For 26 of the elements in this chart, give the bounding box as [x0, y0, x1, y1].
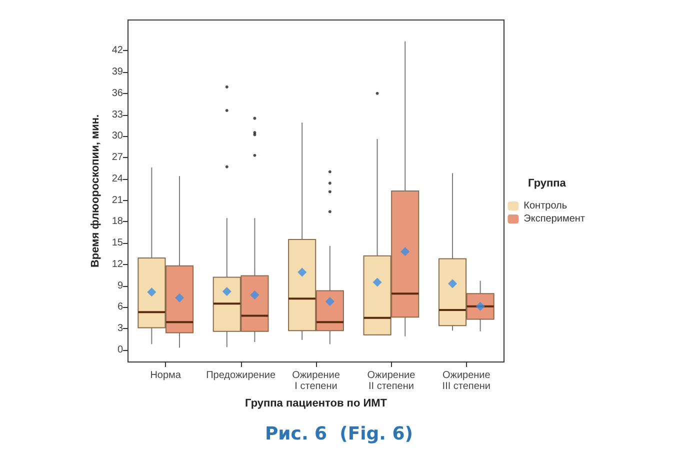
legend-label: Эксперимент — [524, 214, 586, 224]
legend-label: Контроль — [524, 200, 568, 212]
text: Рис. 6 (Fig. 6) — [264, 424, 414, 444]
y-tick-label: 15 — [112, 238, 124, 249]
y-tick-label: 36 — [112, 88, 124, 99]
y-tick-label: 12 — [112, 258, 124, 270]
legend-title: Группа — [528, 178, 567, 190]
y-tick-label: 33 — [112, 109, 124, 120]
x-tick-label: Ожирение I степени — [292, 370, 340, 392]
y-tick-label: 0 — [117, 344, 124, 356]
y-tick-label: 18 — [112, 216, 124, 228]
x-tick-label: Норма — [150, 370, 182, 381]
x-tick-label: Ожирение III степени — [442, 370, 491, 392]
y-tick-label: 9 — [117, 280, 124, 292]
y-tick-label: 27 — [112, 152, 124, 164]
y-tick-label: 39 — [112, 66, 124, 78]
x-tick-label: Ожирение II степени — [367, 370, 416, 392]
y-tick-label: 6 — [117, 302, 124, 313]
y-tick-label: 3 — [117, 323, 124, 334]
x-tick-label: Предожирение — [206, 370, 276, 381]
y-tick-label: 42 — [112, 45, 124, 56]
y-tick-label: 24 — [112, 173, 124, 184]
y-tick-label: 30 — [112, 130, 124, 142]
y-tick-label: 21 — [112, 194, 124, 206]
y-axis-title: Время флюороскопии, мин. — [89, 114, 102, 268]
x-axis-title: Группа пациентов по ИМТ — [244, 398, 388, 410]
